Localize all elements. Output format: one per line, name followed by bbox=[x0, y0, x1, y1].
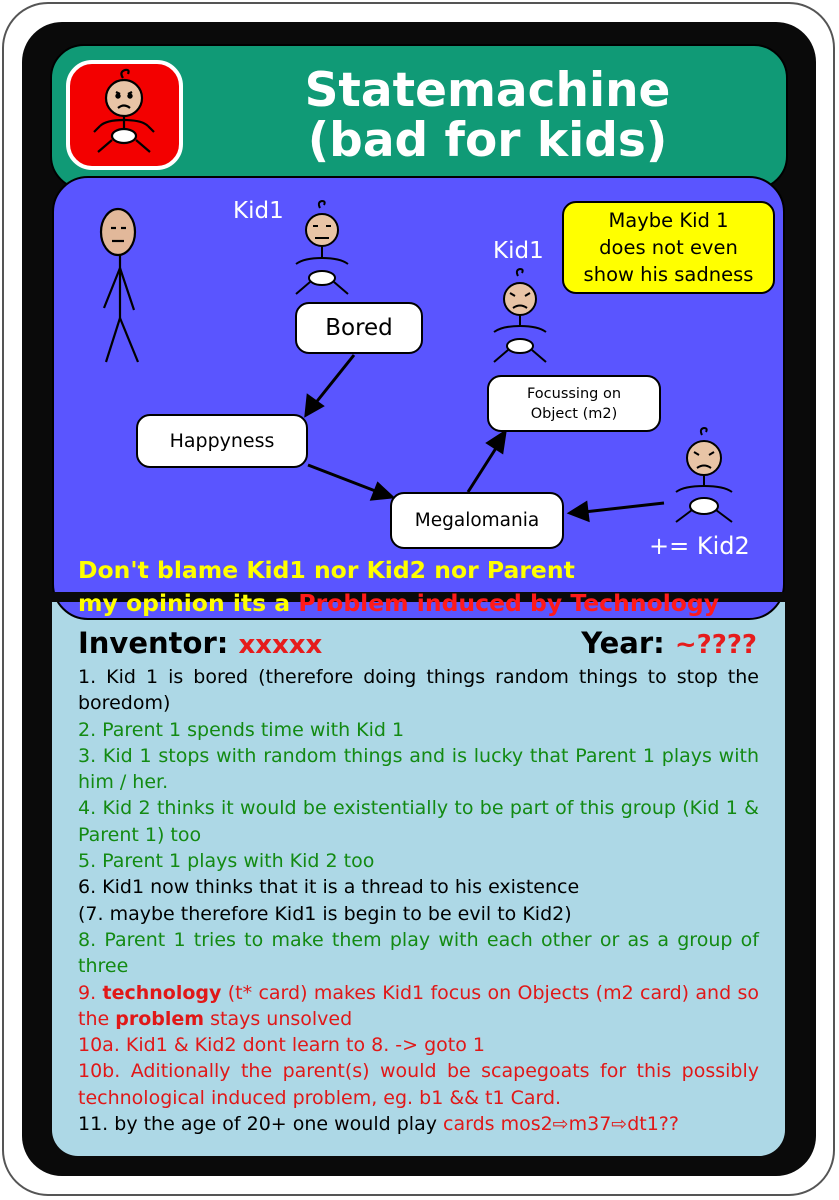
kid1-figure bbox=[295, 199, 349, 295]
parent-figure bbox=[99, 207, 140, 363]
blame-line-1: Don't blame Kid1 nor Kid2 nor Parent bbox=[78, 556, 575, 584]
note-line-3: show his sadness bbox=[583, 263, 754, 286]
focussing-line-1: Focussing on bbox=[526, 385, 622, 402]
step-3: 3. Kid 1 stops with random things and is… bbox=[78, 744, 759, 794]
step-7: (7. maybe therefore Kid1 is begin to be … bbox=[78, 902, 572, 925]
step-11-cards: cards mos2⇨m37⇨dt1?? bbox=[443, 1113, 679, 1136]
kid2-label: += Kid2 bbox=[649, 532, 750, 560]
step-2: 2. Parent 1 spends time with Kid 1 bbox=[78, 718, 405, 741]
step-4: 4. Kid 2 thinks it would be existentiall… bbox=[78, 797, 759, 846]
step-5: 5. Parent 1 plays with Kid 2 too bbox=[78, 850, 375, 873]
year-value: ~???? bbox=[674, 630, 757, 660]
state-node-focussing: Focussing on Object (m2) bbox=[487, 375, 661, 432]
step-6: 6. Kid1 now thinks that it is a thread t… bbox=[78, 876, 580, 899]
logo-badge bbox=[66, 60, 183, 170]
sad-baby-icon bbox=[93, 68, 155, 153]
steps-list: 1. Kid 1 is bored (therefore doing thing… bbox=[78, 664, 759, 1137]
kid1-label-right: Kid1 bbox=[493, 238, 544, 264]
year-label: Year: bbox=[581, 626, 665, 660]
inventor-row: Inventor: xxxxx bbox=[78, 626, 322, 660]
state-node-happyness: Happyness bbox=[136, 414, 308, 468]
step-11-text: 11. by the age of 20+ one would play bbox=[78, 1113, 437, 1136]
blame-line-2-highlight: Problem induced by Technology bbox=[298, 589, 720, 617]
state-node-bored: Bored bbox=[295, 302, 423, 354]
note-line-2: does not even bbox=[599, 236, 738, 259]
step-1: 1. Kid 1 is bored (therefore doing thing… bbox=[78, 666, 759, 715]
focussing-line-2: Object (m2) bbox=[530, 405, 618, 422]
blame-line-2-prefix: my opinion its a bbox=[78, 589, 291, 617]
kid1-label-top: Kid1 bbox=[233, 198, 284, 224]
kid1-sad-figure bbox=[493, 267, 547, 363]
panel-divider bbox=[52, 592, 785, 602]
sadness-note: Maybe Kid 1 does not even show his sadne… bbox=[562, 201, 775, 294]
inventor-label: Inventor: bbox=[78, 626, 229, 660]
title-line-1: Statemachine bbox=[304, 63, 671, 118]
kid2-sad-figure bbox=[675, 426, 733, 523]
page-title: Statemachine (bad for kids) bbox=[200, 66, 775, 166]
step-9-end: stays unsolved bbox=[210, 1007, 353, 1030]
year-row: Year: ~???? bbox=[581, 626, 757, 660]
step-9-problem: problem bbox=[115, 1007, 205, 1030]
state-node-megalomania: Megalomania bbox=[390, 492, 564, 549]
inventor-value: xxxxx bbox=[238, 630, 323, 660]
step-9-number: 9. bbox=[78, 981, 97, 1004]
step-11: 11. by the age of 20+ one would play car… bbox=[78, 1111, 759, 1137]
step-9-technology: technology bbox=[102, 981, 222, 1004]
title-line-2: (bad for kids) bbox=[307, 113, 668, 168]
step-10a: 10a. Kid1 & Kid2 dont learn to 8. -> got… bbox=[78, 1034, 485, 1057]
step-9: 9. technology (t* card) makes Kid1 focus… bbox=[78, 980, 759, 1033]
transition-arrows bbox=[304, 354, 665, 523]
blame-line-2: my opinion its a Problem induced by Tech… bbox=[78, 589, 719, 617]
steps-panel bbox=[52, 596, 785, 1156]
step-8: 8. Parent 1 tries to make them play with… bbox=[78, 928, 759, 978]
note-line-1: Maybe Kid 1 bbox=[608, 209, 729, 232]
step-10b: 10b. Aditionally the parent(s) would be … bbox=[78, 1060, 759, 1109]
step-9-middle: (t* card) makes Kid1 focus on Objects (m… bbox=[78, 981, 760, 1030]
